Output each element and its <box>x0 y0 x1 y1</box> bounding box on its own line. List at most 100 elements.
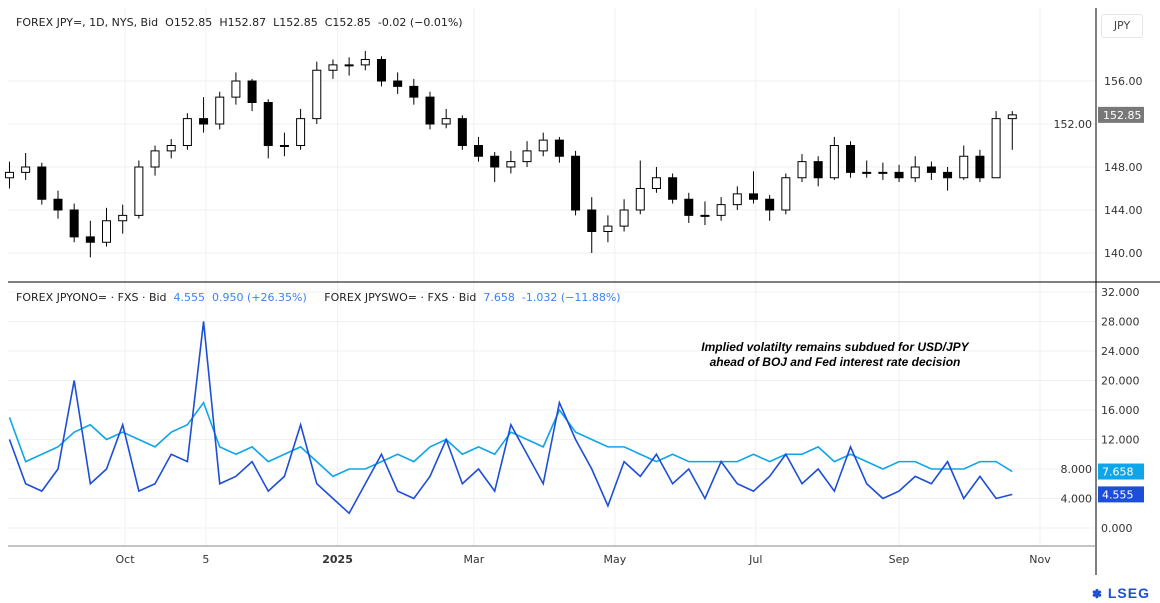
candle-body <box>247 80 257 103</box>
candle-body <box>441 118 451 125</box>
candle-body <box>975 155 985 179</box>
price-tick-label: 148.00 <box>1104 161 1143 174</box>
candle-body <box>118 214 128 222</box>
change-value: -0.02 (−0.01%) <box>377 16 463 29</box>
candle-body <box>199 118 209 125</box>
price-tick-label: 152.00 <box>1054 118 1093 131</box>
last-price-badge <box>1098 106 1144 123</box>
vol-tick-label: 4.000 <box>1061 493 1093 506</box>
vol-tick-label: 16.000 <box>1101 404 1140 417</box>
candle-body <box>150 150 160 168</box>
candle-body <box>619 209 629 227</box>
candle-body <box>85 236 95 243</box>
on-series-label: FOREX JPYONO= · FXS · Bid <box>16 291 167 304</box>
candle-body <box>846 145 856 173</box>
candle-body <box>943 171 953 179</box>
candle-body <box>748 193 758 200</box>
candle-body <box>635 188 645 211</box>
sw-series-change: -1.032 (−11.88%) <box>521 291 621 304</box>
high-value: H152.87 <box>219 16 267 29</box>
candle-body <box>328 64 338 71</box>
candle-body <box>894 171 904 179</box>
vol-tick-label: 32.000 <box>1101 286 1140 299</box>
time-tick-label: Mar <box>464 553 485 566</box>
candle-body <box>813 161 823 179</box>
time-tick-label: May <box>603 553 626 566</box>
series-line <box>8 321 1013 515</box>
symbol-label: FOREX JPY=, 1D, NYS, Bid <box>16 16 159 29</box>
candle-body <box>538 139 548 152</box>
candle-body <box>279 145 289 147</box>
candle-body <box>668 177 678 200</box>
price-tick-label: 140.00 <box>1104 247 1143 260</box>
candle-body <box>506 161 516 168</box>
candlestick-series <box>4 50 1017 258</box>
series-last-label: 4.555 <box>1102 488 1134 501</box>
candle-body <box>732 193 742 206</box>
candle-body <box>490 155 500 168</box>
candle-body <box>910 166 920 179</box>
candle-body <box>376 59 386 82</box>
volatility-series <box>8 321 1013 515</box>
annotation-text: Implied volatilty remains subdued for US… <box>701 340 969 369</box>
candle-body <box>296 118 306 146</box>
candle-body <box>991 118 1001 179</box>
candle-body <box>312 69 322 120</box>
logo-text: LSEG <box>1107 585 1150 601</box>
candle-body <box>878 171 888 174</box>
vol-tick-label: 20.000 <box>1101 375 1140 388</box>
candle-body <box>102 220 112 243</box>
vol-tick-label: 0.000 <box>1101 522 1133 535</box>
candle-body <box>926 166 936 173</box>
candle-body <box>134 166 144 216</box>
candle-body <box>554 139 564 157</box>
candle-body <box>409 85 419 98</box>
candle-body <box>651 177 661 189</box>
candle-body <box>829 145 839 179</box>
price-tick-label: 156.00 <box>1104 75 1143 88</box>
series-last-label: 7.658 <box>1102 466 1134 479</box>
close-value: C152.85 <box>324 16 371 29</box>
time-tick-label: 5 <box>202 553 209 566</box>
low-value: L152.85 <box>273 16 318 29</box>
main-legend: FOREX JPY=, 1D, NYS, Bid O152.85 H152.87… <box>16 16 463 29</box>
axes: 140.00 144.00 148.00 152.00 156.00 0.000 4.000… <box>115 75 1144 566</box>
candle-body <box>765 198 775 211</box>
candle-body <box>344 64 354 67</box>
candle-body <box>69 209 79 238</box>
vol-tick-label: 8.000 <box>1061 463 1093 476</box>
series-last-badge <box>1098 463 1144 480</box>
time-tick-label: 2025 <box>322 553 353 566</box>
candle-body <box>215 96 225 125</box>
candle-body <box>716 204 726 216</box>
candle-body <box>587 209 597 232</box>
candle-body <box>1007 114 1017 120</box>
vol-tick-label: 24.000 <box>1101 345 1140 358</box>
candle-body <box>263 102 273 146</box>
candle-body <box>166 145 176 152</box>
candle-body <box>37 166 47 200</box>
candle-body <box>4 171 14 179</box>
on-series-change: 0.950 (+26.35%) <box>212 291 307 304</box>
candle-body <box>182 118 192 146</box>
logo-icon: ✽ <box>1091 587 1103 601</box>
candle-body <box>360 59 370 66</box>
price-tick-label: 144.00 <box>1104 204 1143 217</box>
candle-body <box>457 118 467 146</box>
time-tick-label: Oct <box>115 553 135 566</box>
sw-series-value: 7.658 <box>483 291 515 304</box>
candle-body <box>393 80 403 87</box>
candle-body <box>603 225 613 232</box>
candle-body <box>797 161 807 179</box>
sw-series-label: FOREX JPYSWO= · FXS · Bid <box>324 291 477 304</box>
currency-button[interactable]: JPY <box>1101 14 1143 38</box>
time-tick-label: Nov <box>1029 553 1051 566</box>
candle-body <box>684 198 694 216</box>
open-value: O152.85 <box>165 16 213 29</box>
vol-tick-label: 28.000 <box>1101 316 1140 329</box>
vol-tick-label: 12.000 <box>1101 434 1140 447</box>
grid <box>8 8 1096 546</box>
candle-body <box>522 150 532 163</box>
lower-legend: FOREX JPYONO= · FXS · Bid 4.555 0.950 (+… <box>16 291 621 304</box>
